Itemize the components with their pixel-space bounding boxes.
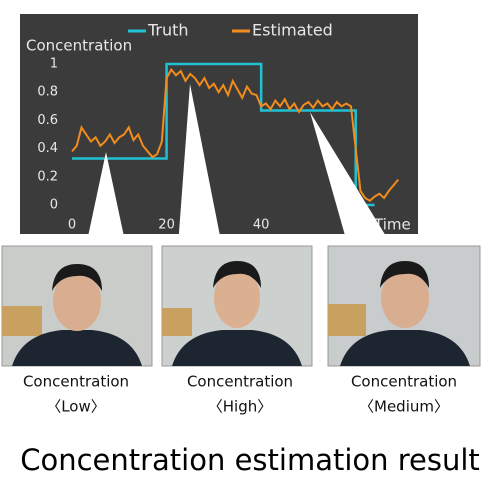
y-tick-label: 0.4 [37, 141, 58, 156]
photo [161, 245, 313, 367]
line [71, 67, 400, 203]
x-tick-label: 0 [68, 218, 76, 233]
legend-label: Truth [147, 21, 189, 40]
x-axis-label: Time [373, 216, 411, 234]
panel-label: 〈High〉 [208, 398, 272, 416]
callout [310, 112, 392, 246]
panel-label: Concentration [351, 373, 457, 391]
y-tick-label: 0.6 [37, 113, 58, 128]
caption: Concentration estimation result [20, 443, 480, 477]
panel-label: 〈Medium〉 [359, 398, 449, 416]
y-tick-label: 1 [50, 57, 58, 72]
panel-label: 〈Low〉 [46, 398, 106, 416]
panel-label: Concentration [23, 373, 129, 391]
y-tick-label: 0.8 [37, 85, 58, 100]
y-tick-label: 0.2 [37, 169, 58, 184]
x-tick-label: 40 [253, 218, 270, 233]
photo [327, 245, 481, 367]
legend-label: Estimated [252, 21, 333, 40]
photo [1, 245, 153, 367]
y-axis-label: Concentration [26, 37, 132, 55]
panel-label: Concentration [187, 373, 293, 391]
y-tick-label: 0 [50, 198, 58, 213]
x-tick-label: 20 [158, 218, 175, 233]
callout [86, 152, 126, 246]
callout [178, 84, 222, 246]
